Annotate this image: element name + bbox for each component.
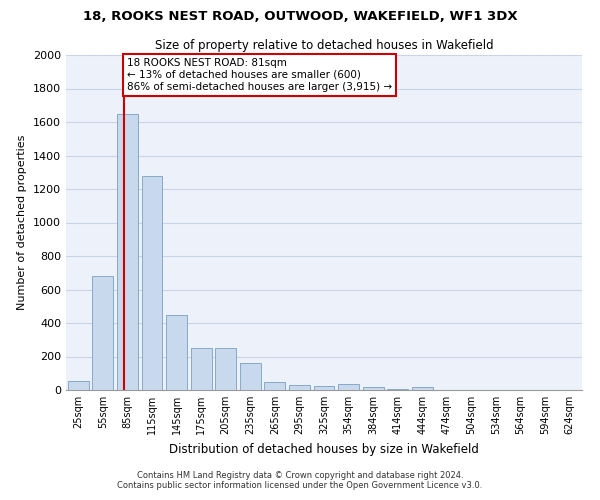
Bar xyxy=(265,382,286,390)
Bar xyxy=(191,348,212,390)
Title: Size of property relative to detached houses in Wakefield: Size of property relative to detached ho… xyxy=(155,40,493,52)
Bar xyxy=(412,386,433,390)
Bar xyxy=(92,276,113,390)
Text: 18 ROOKS NEST ROAD: 81sqm
← 13% of detached houses are smaller (600)
86% of semi: 18 ROOKS NEST ROAD: 81sqm ← 13% of detac… xyxy=(127,58,392,92)
Bar xyxy=(289,385,310,390)
Bar xyxy=(166,314,187,390)
Bar xyxy=(338,384,359,390)
Text: Contains HM Land Registry data © Crown copyright and database right 2024.
Contai: Contains HM Land Registry data © Crown c… xyxy=(118,470,482,490)
Bar xyxy=(68,381,89,390)
Bar xyxy=(362,386,383,390)
Bar xyxy=(240,363,261,390)
Bar xyxy=(314,386,334,390)
Y-axis label: Number of detached properties: Number of detached properties xyxy=(17,135,28,310)
Bar xyxy=(387,389,408,390)
Bar xyxy=(117,114,138,390)
Bar xyxy=(215,348,236,390)
X-axis label: Distribution of detached houses by size in Wakefield: Distribution of detached houses by size … xyxy=(169,442,479,456)
Text: 18, ROOKS NEST ROAD, OUTWOOD, WAKEFIELD, WF1 3DX: 18, ROOKS NEST ROAD, OUTWOOD, WAKEFIELD,… xyxy=(83,10,517,23)
Bar xyxy=(142,176,163,390)
